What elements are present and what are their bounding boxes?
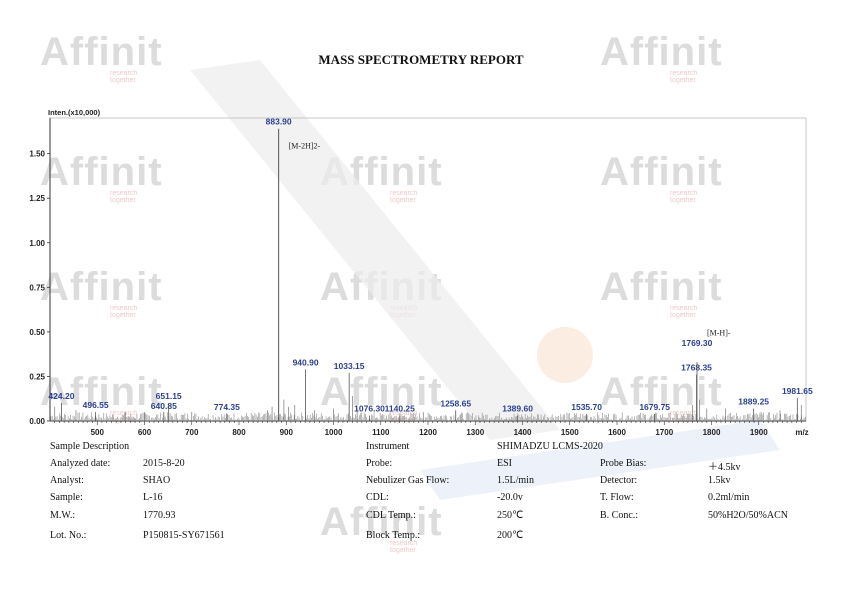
y-tick-label: 0.25 — [29, 372, 45, 381]
peak-label: 1679.75 — [639, 402, 670, 412]
peak-label: 1981.65 — [782, 386, 813, 396]
peak-annotation: [M-2H]2- — [289, 141, 321, 150]
probe-bias-value: ＋4.5kv — [708, 462, 741, 473]
block-temp-value: 200℃ — [497, 530, 524, 541]
x-tick-label: 1100 — [372, 428, 390, 437]
y-tick-label: 0.75 — [29, 283, 45, 292]
x-tick-label: 500 — [91, 428, 105, 437]
sample-description-label: Sample Description — [50, 441, 130, 452]
peak-label: 1140.25 — [385, 404, 416, 414]
peak-label: 1076.30 — [354, 404, 385, 414]
x-tick-label: 1500 — [561, 428, 579, 437]
x-axis-title: m/z — [795, 428, 808, 437]
cdl-temp-label: CDL Temp.: — [366, 510, 416, 521]
x-tick-label: 800 — [232, 428, 246, 437]
peak-label: 1258.65 — [440, 398, 471, 408]
t-flow-value: 0.2ml/min — [708, 492, 750, 503]
peak-annotation: [M-H]- — [707, 328, 731, 337]
x-tick-label: 1000 — [325, 428, 343, 437]
peak-label: 883.90 — [266, 117, 292, 127]
probe-value: ESI — [497, 458, 512, 469]
y-tick-label: 1.25 — [29, 194, 45, 203]
y-tick-label: 0.50 — [29, 328, 45, 337]
peak-label: 1535.70 — [571, 402, 602, 412]
report-title: MASS SPECTROMETRY REPORT — [318, 52, 524, 67]
peak-label: 1389.60 — [502, 404, 533, 414]
sample-value: L-16 — [143, 492, 163, 503]
nebulizer-gas-flow-label: Nebulizer Gas Flow: — [366, 475, 450, 486]
analyzed-date-value: 2015-8-20 — [143, 458, 185, 469]
probe-label: Probe: — [366, 458, 393, 469]
nebulizer-gas-flow-value: 1.5L/min — [497, 475, 534, 486]
probe-bias-label: Probe Bias: — [600, 458, 647, 469]
peak-label: 774.35 — [214, 402, 240, 412]
block-temp-label: Block Temp.: — [366, 530, 421, 541]
peak-label: 1033.15 — [334, 361, 365, 371]
x-tick-label: 1800 — [703, 428, 721, 437]
mw-label: M.W.: — [50, 510, 76, 521]
instrument-label: Instrument — [366, 441, 410, 452]
y-tick-label: 1.00 — [29, 239, 45, 248]
b-conc-label: B. Conc.: — [600, 510, 639, 521]
t-flow-label: T. Flow: — [600, 492, 634, 503]
cdl-value: -20.0v — [497, 492, 523, 503]
lot-no-value: P150815-SY671561 — [143, 530, 225, 541]
sample-label: Sample: — [50, 492, 83, 503]
analyst-value: SHAO — [143, 475, 171, 486]
peak-label: 1769.30 — [682, 338, 713, 348]
y-tick-label: 0.00 — [29, 417, 45, 426]
instrument-value: SHIMADZU LCMS-2020 — [497, 441, 603, 452]
x-tick-label: 600 — [138, 428, 152, 437]
peak-label: 496.55 — [83, 400, 109, 410]
mass-spectrum-chart: Inten.(x10,000) 0.00 0.25 0.50 0.75 1.00 1.25 1… — [29, 108, 813, 437]
x-tick-label: 1300 — [466, 428, 484, 437]
b-conc-value: 50%H2O/50%ACN — [708, 510, 788, 521]
x-tick-label: 1400 — [514, 428, 532, 437]
x-tick-label: 1900 — [750, 428, 768, 437]
x-tick-label: 1700 — [655, 428, 673, 437]
x-tick-label: 900 — [280, 428, 294, 437]
peak-label: 651.15 — [156, 391, 182, 401]
detector-value: 1.5kv — [708, 475, 731, 486]
lot-no-label: Lot. No.: — [50, 530, 87, 541]
x-tick-label: 1600 — [608, 428, 626, 437]
y-tick-label: 1.50 — [29, 150, 45, 159]
peak-label: 1889.25 — [738, 397, 769, 407]
mw-value: 1770.93 — [143, 510, 176, 521]
cdl-temp-value: 250℃ — [497, 510, 524, 521]
x-tick-label: 700 — [185, 428, 199, 437]
cdl-label: CDL: — [366, 492, 389, 503]
peak-label: 640.85 — [151, 401, 177, 411]
peak-label: 424.20 — [48, 391, 74, 401]
x-tick-label: 1200 — [419, 428, 437, 437]
detector-label: Detector: — [600, 475, 638, 486]
analyzed-date-label: Analyzed date: — [50, 458, 111, 469]
y-axis-title: Inten.(x10,000) — [48, 108, 101, 117]
peak-label: 940.90 — [293, 357, 319, 367]
analyst-label: Analyst: — [50, 475, 84, 486]
